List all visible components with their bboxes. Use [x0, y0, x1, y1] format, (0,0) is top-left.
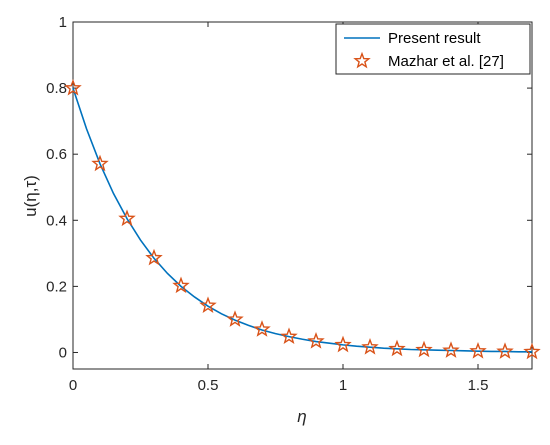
- y-tick-label: 0.8: [46, 80, 67, 97]
- y-axis-label: u(η,τ): [21, 175, 40, 217]
- x-tick-label: 0: [69, 377, 77, 394]
- x-tick-label: 1.5: [468, 377, 489, 394]
- y-tick-label: 0.6: [46, 146, 67, 163]
- legend: Present result Mazhar et al. [27]: [336, 24, 530, 74]
- x-tick-label: 1: [339, 377, 347, 394]
- x-axis-label: η: [297, 407, 306, 426]
- legend-label-mazhar: Mazhar et al. [27]: [388, 53, 504, 70]
- x-tick-label: 0.5: [198, 377, 219, 394]
- y-tick-label: 1: [59, 14, 67, 31]
- legend-label-present-result: Present result: [388, 30, 481, 47]
- y-tick-label: 0: [59, 344, 67, 361]
- y-tick-label: 0.2: [46, 278, 67, 295]
- y-tick-label: 0.4: [46, 212, 67, 229]
